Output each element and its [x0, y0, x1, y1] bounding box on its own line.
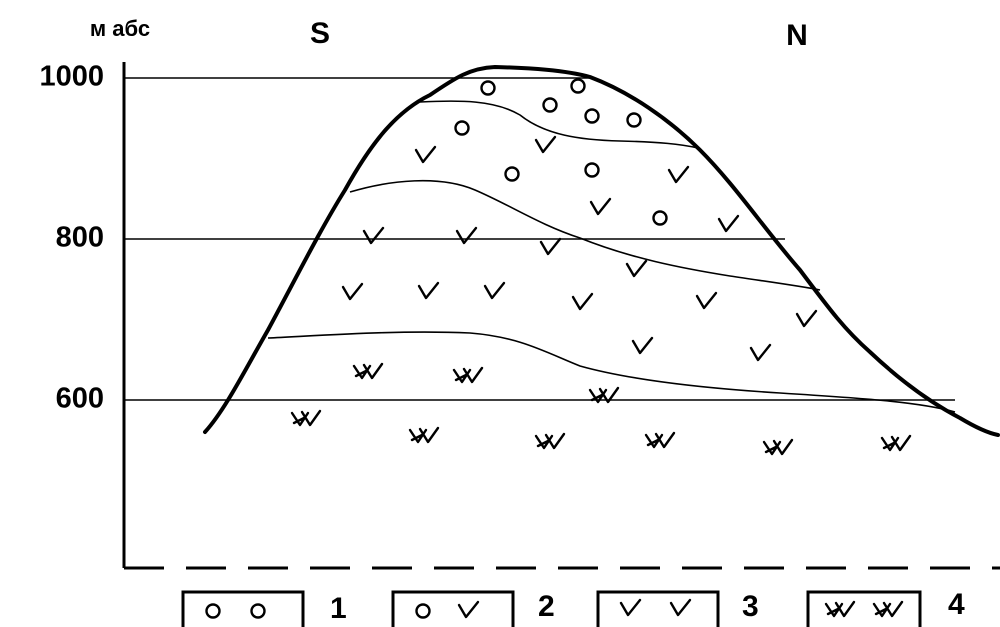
y-tick-label: 800 — [56, 222, 104, 254]
direction-south: S — [310, 17, 330, 50]
direction-north: N — [786, 19, 808, 52]
y-tick-label: 1000 — [39, 61, 104, 93]
symbols — [292, 80, 910, 455]
legend-label: 2 — [538, 590, 555, 623]
legend-label: 4 — [948, 588, 965, 621]
y-tick-label: 600 — [56, 383, 104, 415]
cross-section: м абс S N 1000 800 600 1 2 3 4 — [0, 0, 1000, 627]
layer-boundary — [420, 101, 698, 148]
legend-label: 1 — [330, 592, 347, 625]
relief-profile — [205, 67, 998, 435]
axis-unit: м абс — [90, 16, 150, 41]
layer-boundary — [350, 181, 820, 290]
legend-label: 3 — [742, 590, 759, 623]
